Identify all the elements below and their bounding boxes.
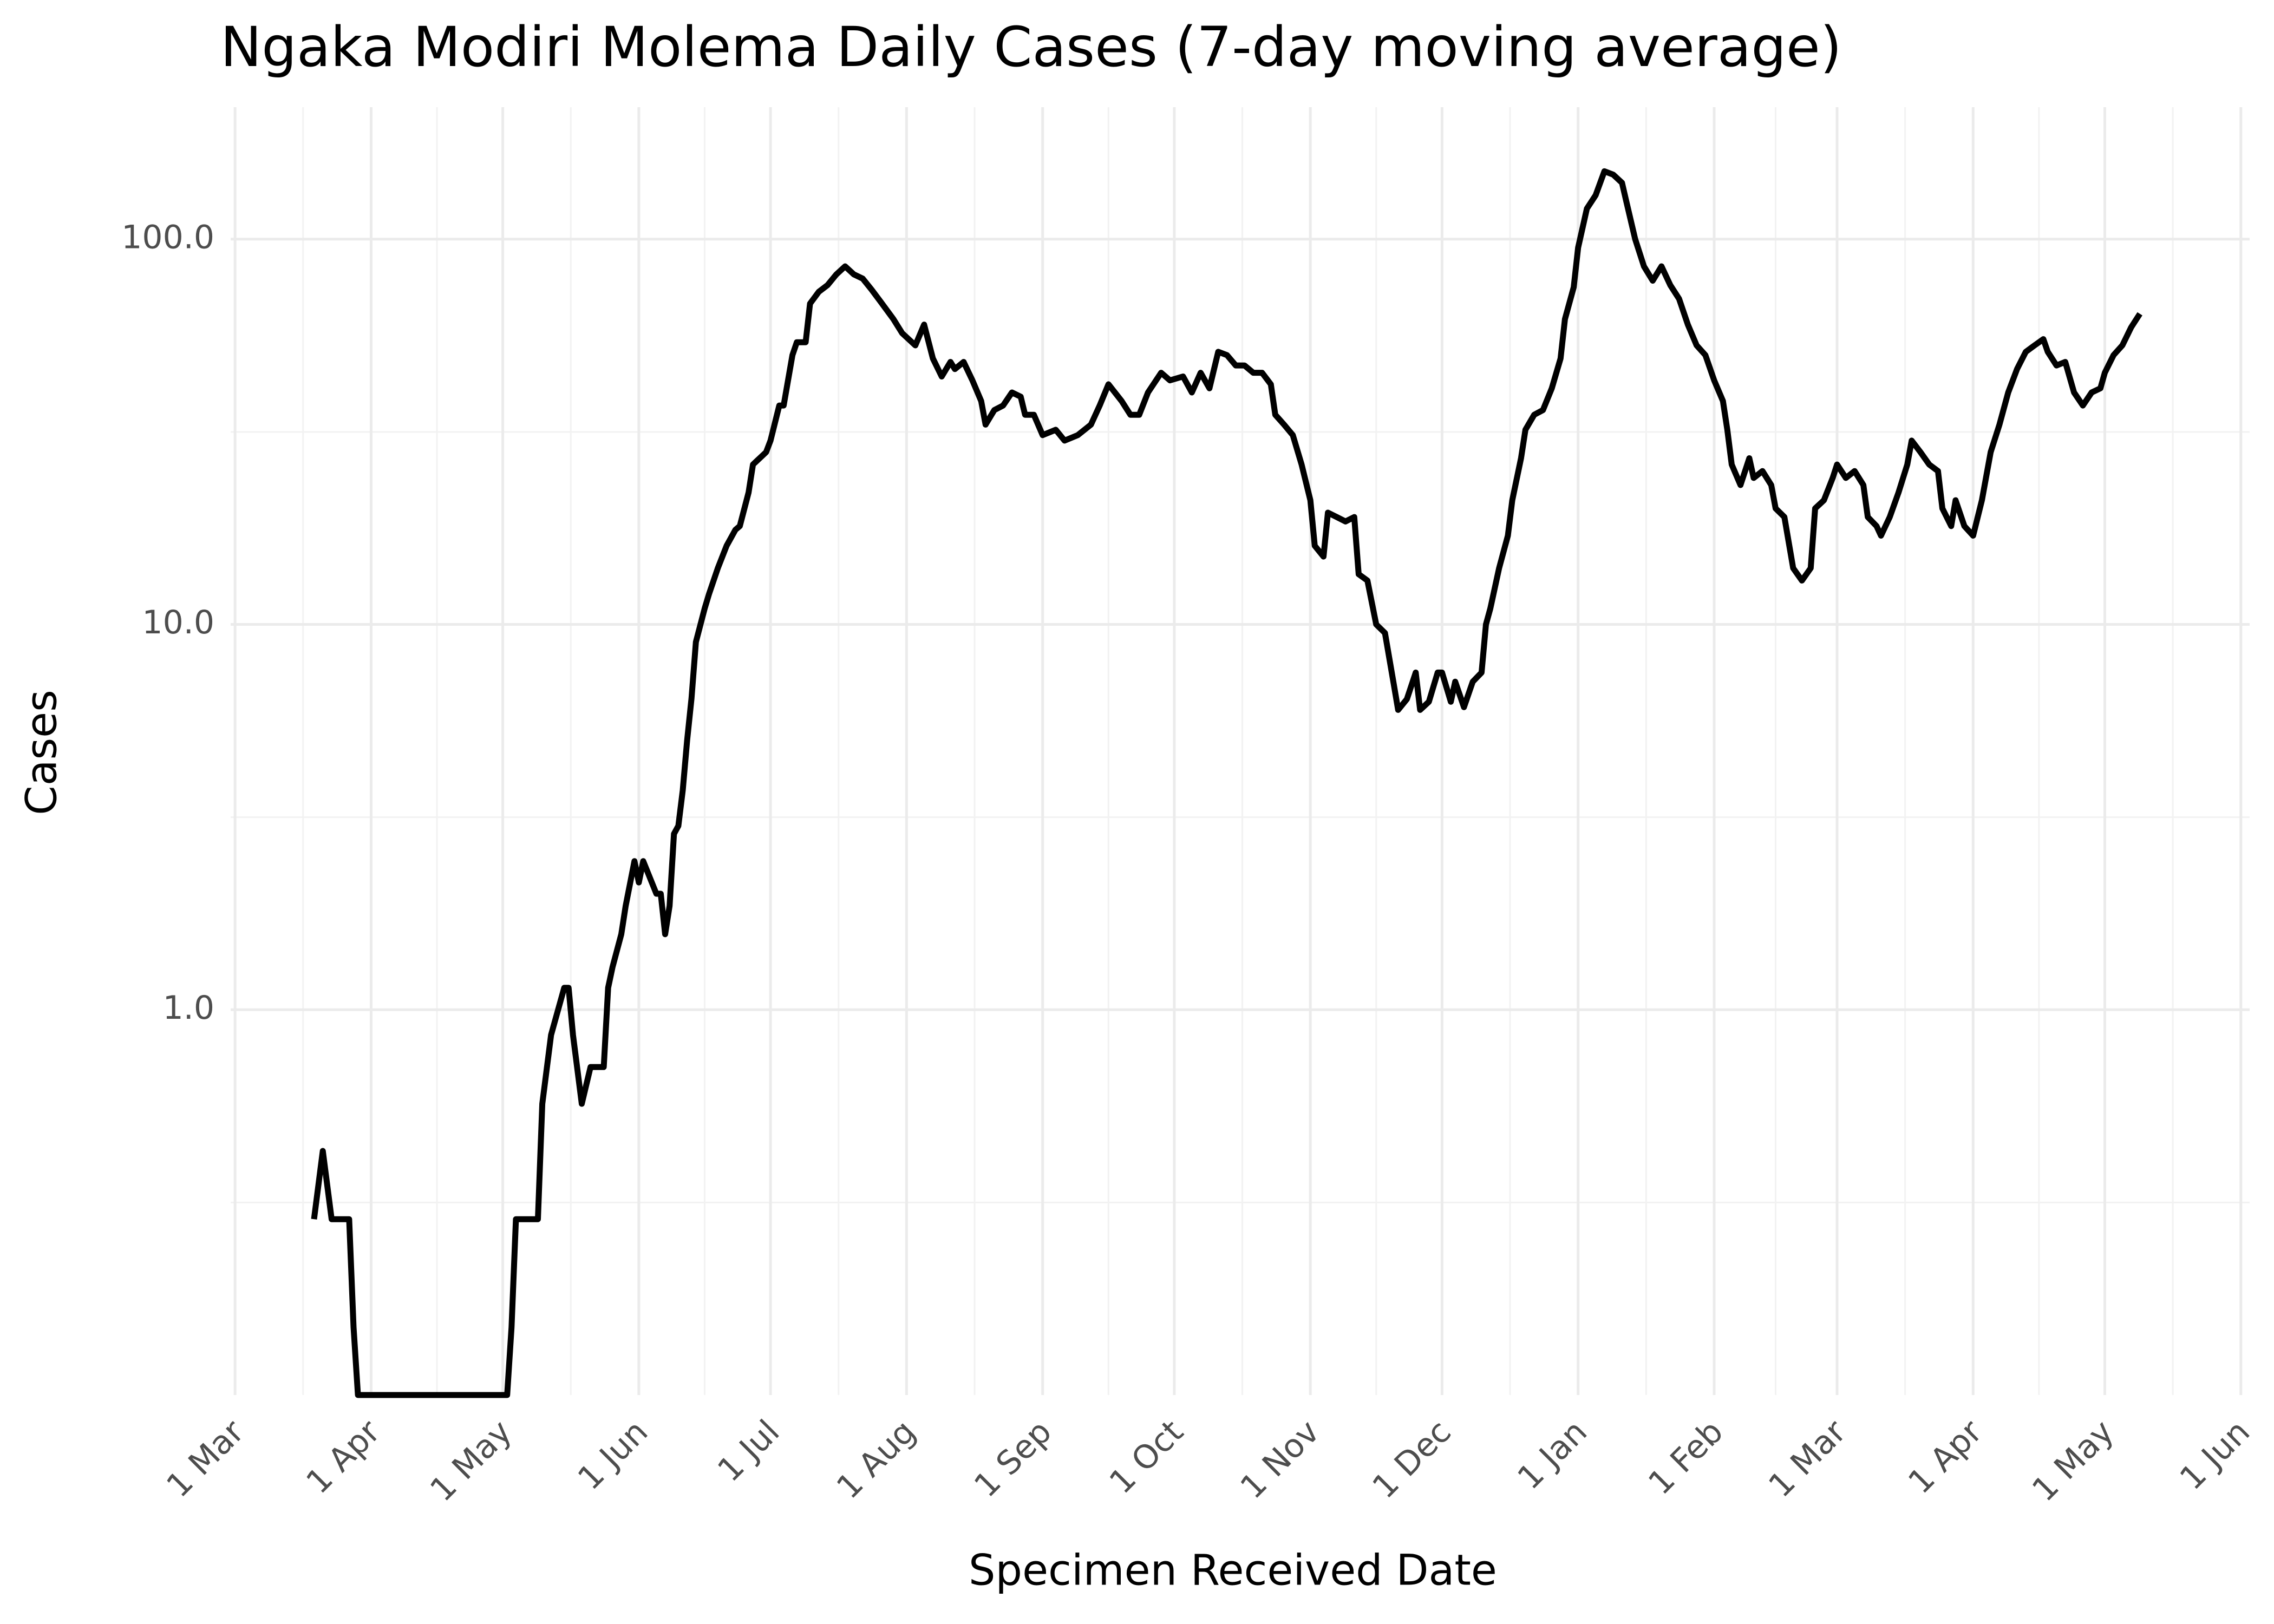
plot-area (311, 168, 2142, 1398)
x-tick-label: 1 Apr (299, 1413, 388, 1502)
x-tick-label: 1 Jun (571, 1413, 655, 1497)
x-tick-label: 1 Mar (1761, 1413, 1853, 1505)
x-tick-label: 1 May (423, 1413, 519, 1509)
grid (231, 107, 2250, 1395)
x-tick-label: 1 Mar (159, 1413, 251, 1505)
x-tick-label: 1 Dec (1365, 1413, 1459, 1506)
x-tick-label: 1 May (2025, 1413, 2121, 1509)
y-tick-label: 10.0 (142, 604, 214, 641)
x-tick-label: 1 Jul (710, 1413, 787, 1489)
x-tick-label: 1 Oct (1102, 1413, 1191, 1501)
chart-title: Ngaka Modiri Molema Daily Cases (7-day m… (220, 15, 1842, 80)
x-tick-label: 1 Sep (967, 1413, 1059, 1505)
x-tick-label: 1 Aug (829, 1413, 923, 1507)
axis-labels: 1.0 10.0 100.0 1 Mar 1 Apr 1 May 1 Jun 1 Jul 1 A… (121, 218, 2257, 1509)
x-tick-label: 1 Feb (1641, 1413, 1730, 1502)
x-axis-title: Specimen Received Date (969, 1546, 1497, 1595)
x-tick-label: 1 Jun (2173, 1413, 2257, 1497)
data-line (311, 168, 2142, 1398)
y-tick-label: 100.0 (121, 218, 214, 256)
y-tick-label: 1.0 (163, 989, 214, 1027)
y-axis-title: Cases (17, 690, 66, 815)
x-tick-label: 1 Nov (1233, 1413, 1327, 1507)
x-tick-label: 1 Jan (1511, 1413, 1595, 1497)
x-tick-label: 1 Apr (1901, 1413, 1990, 1502)
